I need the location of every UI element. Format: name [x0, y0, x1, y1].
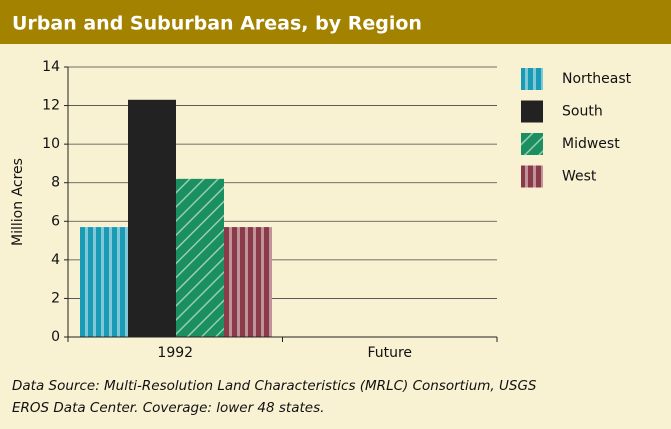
x-tick-label: 1992 [157, 345, 193, 361]
y-tick-label: 0 [51, 329, 60, 345]
y-tick-label: 12 [42, 98, 60, 114]
bar [224, 227, 272, 337]
y-tick-label: 10 [42, 136, 60, 152]
bar [176, 178, 224, 337]
y-tick-label: 8 [51, 175, 60, 191]
x-tick-label: Future [367, 345, 412, 361]
header-band [0, 0, 671, 44]
chart-title: Urban and Suburban Areas, by Region [12, 13, 422, 35]
legend-label: Northeast [562, 71, 632, 87]
legend-label: South [562, 104, 603, 120]
y-tick-label: 2 [51, 290, 60, 306]
source-note: Data Source: Multi-Resolution Land Chara… [12, 378, 537, 394]
legend-label: Midwest [562, 136, 620, 152]
legend-label: West [562, 169, 597, 185]
bar [128, 99, 176, 338]
y-tick-label: 6 [51, 213, 60, 229]
legend-swatch [521, 133, 543, 155]
legend-swatch [521, 165, 543, 188]
y-tick-label: 4 [51, 252, 60, 268]
y-tick-label: 14 [42, 59, 60, 75]
legend-swatch [521, 68, 543, 90]
source-note: EROS Data Center. Coverage: lower 48 sta… [12, 400, 324, 416]
legend-swatch [521, 100, 543, 123]
bar [80, 227, 128, 337]
y-axis-label: Million Acres [10, 158, 26, 246]
